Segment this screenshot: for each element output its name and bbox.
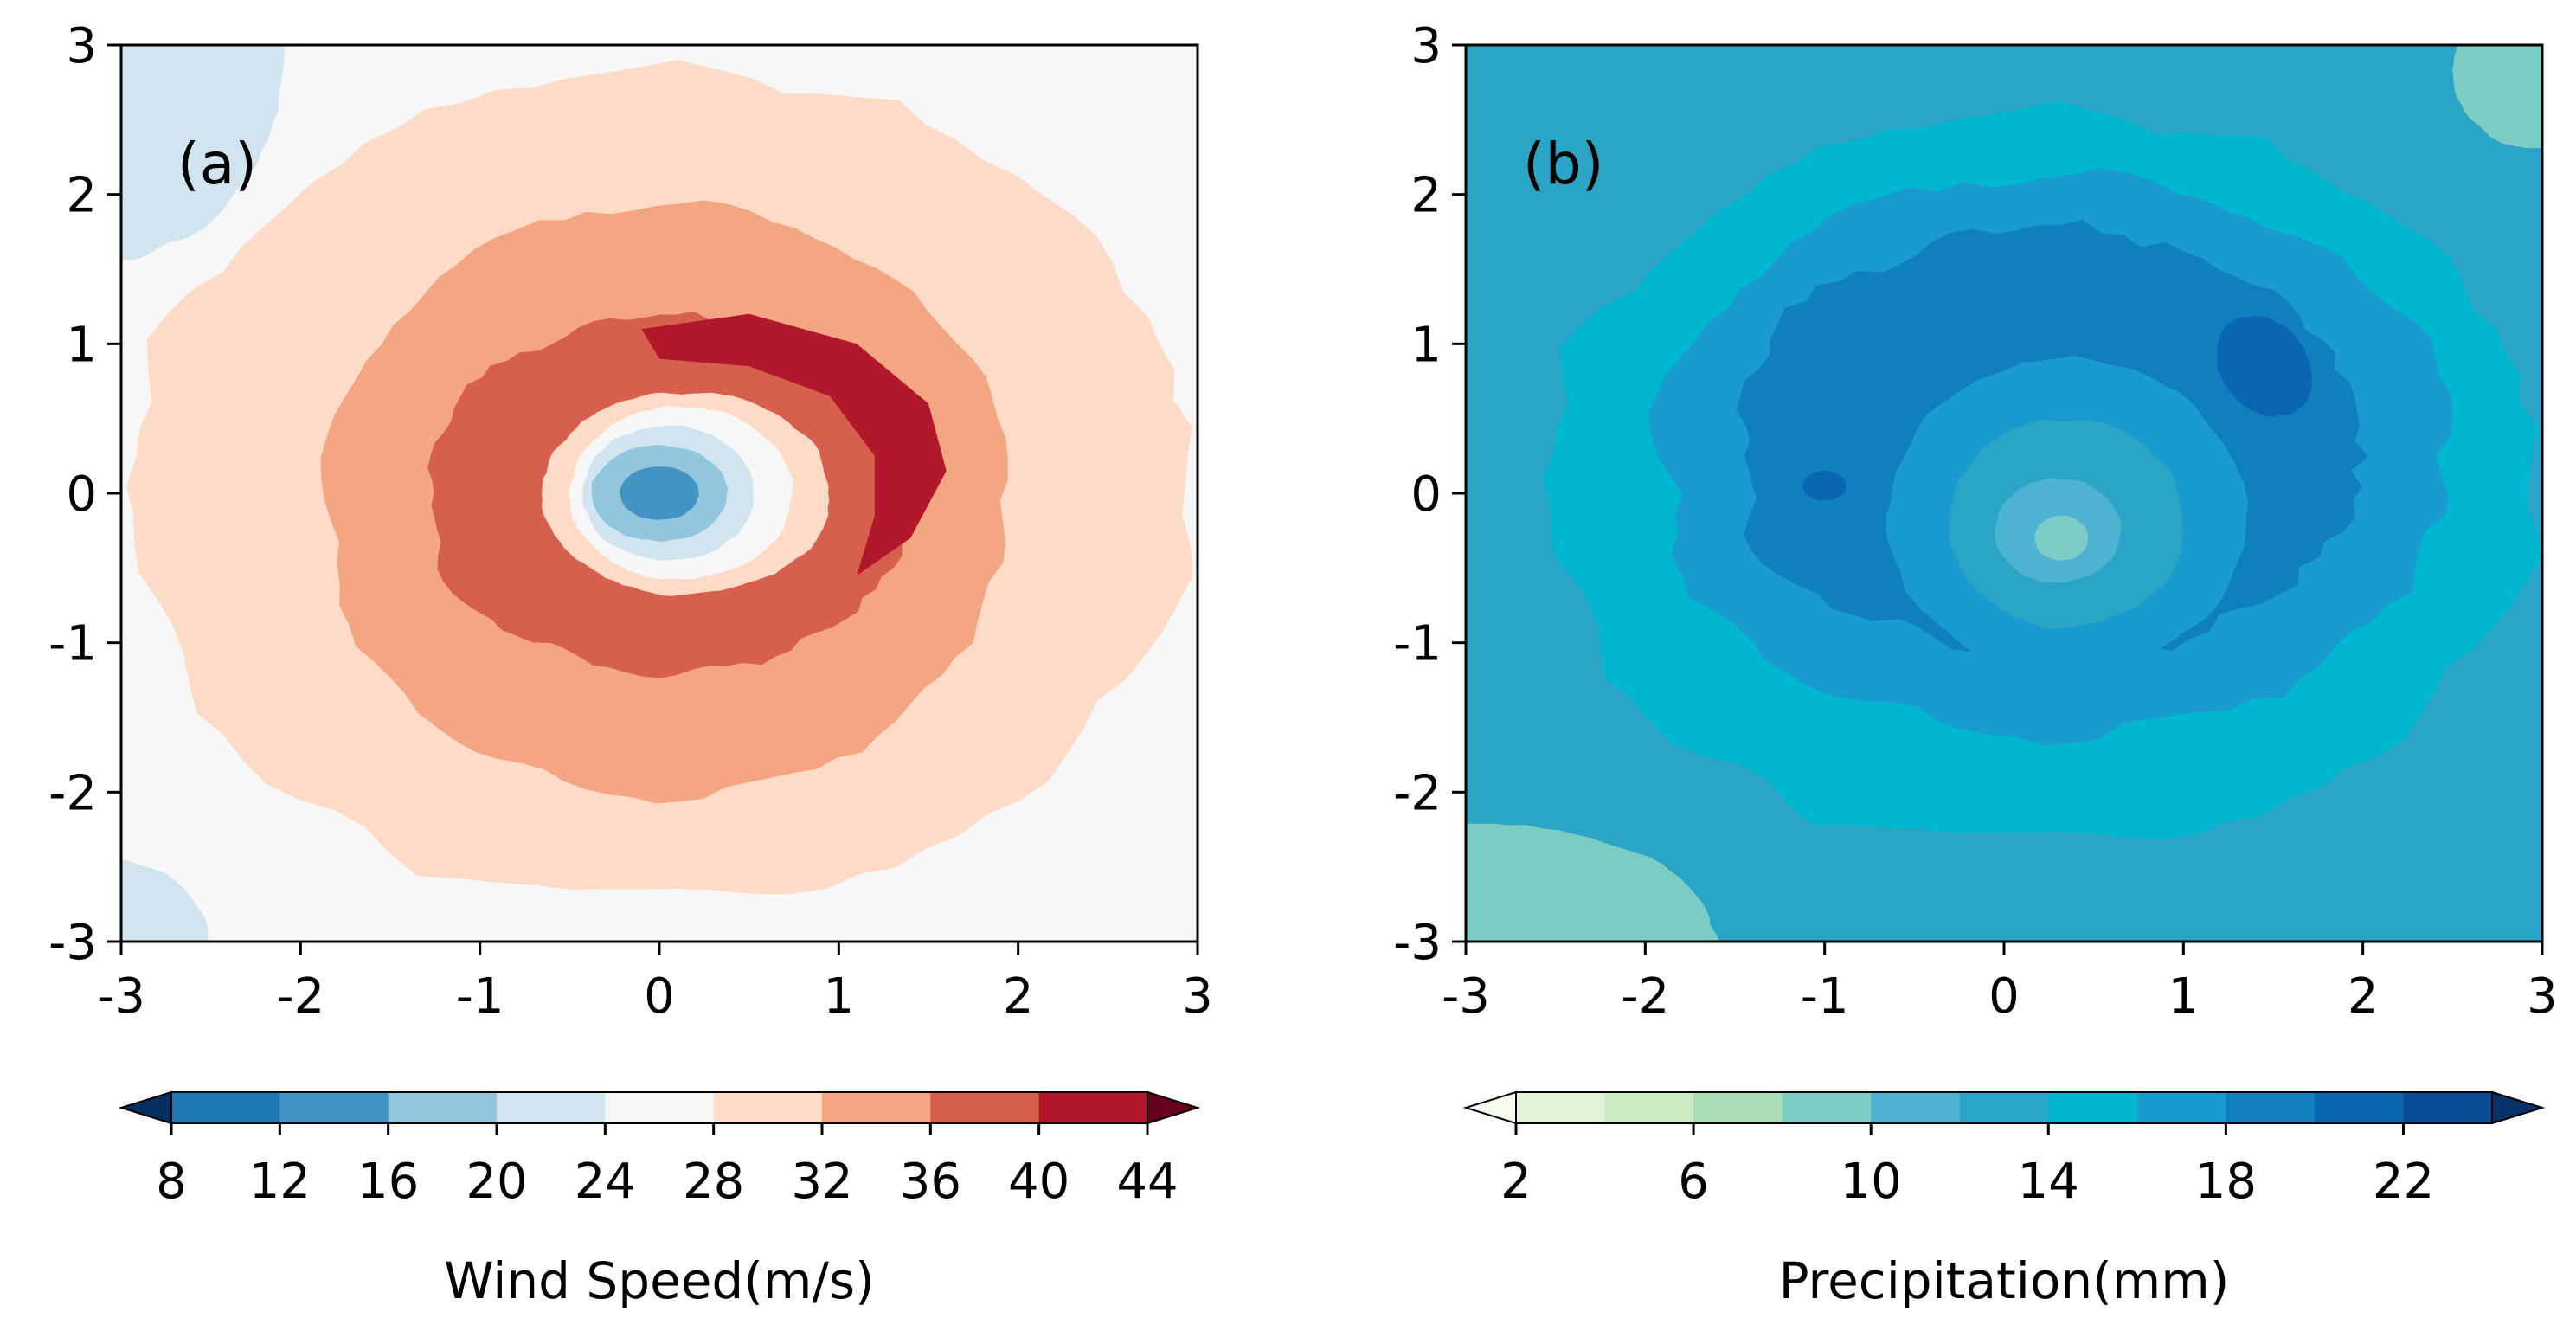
y-tick-label: 1 <box>1410 317 1442 373</box>
colorbar-extend-high <box>2491 1090 2546 1125</box>
x-tick-label: 2 <box>2348 968 2379 1025</box>
colorbar-segment <box>2136 1092 2226 1123</box>
colorbar-tick-label: 2 <box>1500 1154 1532 1210</box>
colorbar-segment <box>713 1092 823 1123</box>
y-tick-label: -3 <box>48 915 97 971</box>
y-tick-label: -3 <box>1393 915 1442 971</box>
colorbar-tick-label: 20 <box>466 1154 527 1210</box>
colorbar-tick-label: 16 <box>357 1154 419 1210</box>
panel-a-label: (a) <box>177 131 257 197</box>
colorbar-extend-low <box>118 1090 172 1125</box>
panel-b: -3 -2 -1 0 1 2 3 -3 -2 -1 0 1 2 3 (b) 2 6 10 14 18 22 Pre… <box>1393 18 2558 1310</box>
y-tick-label: 2 <box>66 168 97 224</box>
colorbar-segment <box>1959 1092 2049 1123</box>
colorbar-tick-label: 22 <box>2373 1154 2434 1210</box>
panel-a-y-axis: -3 -2 -1 0 1 2 3 <box>48 18 121 971</box>
y-tick-label: -2 <box>48 765 97 821</box>
colorbar-frame <box>1515 1091 2493 1124</box>
colorbar-segment <box>2403 1092 2493 1123</box>
colorbar-tick-label: 6 <box>1678 1154 1709 1210</box>
y-tick-label: 2 <box>1410 168 1442 224</box>
colorbar-segment <box>497 1092 606 1123</box>
contour-band <box>619 466 699 520</box>
colorbar-segment <box>279 1092 389 1123</box>
panel-b-y-axis: -3 -2 -1 0 1 2 3 <box>1393 18 1466 971</box>
y-tick-label: -1 <box>48 616 97 672</box>
colorbar-frame <box>170 1091 1148 1124</box>
corner-contour <box>121 45 285 260</box>
contour-band <box>1802 471 1847 501</box>
x-tick-label: -1 <box>456 968 504 1025</box>
colorbar-segment <box>1604 1092 1694 1123</box>
x-tick-label: -3 <box>1442 968 1490 1025</box>
colorbar-extend-low <box>1462 1090 1517 1125</box>
contour-band <box>2034 515 2089 561</box>
precipitation-colorbar-label: Precipitation(mm) <box>1779 1251 2230 1310</box>
colorbar-tick-label: 36 <box>900 1154 961 1210</box>
panel-a-x-axis: -3 -2 -1 0 1 2 3 <box>97 942 1213 1025</box>
colorbar-tick-label: 8 <box>156 1154 187 1210</box>
wind-speed-colorbar-label: Wind Speed(m/s) <box>444 1251 875 1310</box>
colorbar-segment <box>930 1092 1040 1123</box>
colorbar-extend-high <box>1147 1090 1201 1125</box>
colorbar-segment <box>2226 1092 2316 1123</box>
x-tick-label: 3 <box>2527 968 2558 1025</box>
colorbar-segment <box>1038 1092 1148 1123</box>
colorbar-tick-label: 10 <box>1840 1154 1902 1210</box>
x-tick-label: -3 <box>97 968 145 1025</box>
corner-contour <box>121 859 210 942</box>
contour-band <box>2217 316 2312 417</box>
colorbar-tick-label: 12 <box>249 1154 311 1210</box>
panel-b-x-axis: -3 -2 -1 0 1 2 3 <box>1442 942 2558 1025</box>
precipitation-field <box>1466 45 2542 942</box>
colorbar-segment <box>822 1092 931 1123</box>
contour-band <box>641 313 947 575</box>
wind-speed-colorbar: 8 12 16 20 24 28 32 36 40 44 <box>118 1090 1201 1210</box>
wind-speed-field <box>121 45 1198 942</box>
x-tick-label: 0 <box>644 968 675 1025</box>
y-tick-label: -1 <box>1393 616 1442 672</box>
colorbar-tick-label: 24 <box>575 1154 636 1210</box>
x-tick-label: 1 <box>824 968 855 1025</box>
panel-b-label: (b) <box>1523 131 1603 197</box>
colorbar-segment <box>388 1092 498 1123</box>
x-tick-label: 3 <box>1182 968 1213 1025</box>
colorbar-tick-label: 28 <box>683 1154 744 1210</box>
y-tick-label: 3 <box>66 18 97 74</box>
colorbar-tick-label: 44 <box>1116 1154 1178 1210</box>
colorbar-tick-label: 40 <box>1008 1154 1070 1210</box>
y-tick-label: 0 <box>66 466 97 523</box>
colorbar-segment <box>2048 1092 2138 1123</box>
precipitation-colorbar: 2 6 10 14 18 22 <box>1462 1090 2546 1210</box>
colorbar-segment <box>605 1092 715 1123</box>
colorbar-segment <box>1782 1092 1872 1123</box>
colorbar-tick-label: 14 <box>2018 1154 2079 1210</box>
y-tick-label: 1 <box>66 317 97 373</box>
x-tick-label: 0 <box>1988 968 2020 1025</box>
colorbar-segment <box>2314 1092 2404 1123</box>
corner-contour <box>2452 45 2542 149</box>
colorbar-tick-label: 18 <box>2195 1154 2257 1210</box>
y-tick-label: 0 <box>1410 466 1442 523</box>
x-tick-label: -1 <box>1801 968 1849 1025</box>
x-tick-label: 2 <box>1003 968 1034 1025</box>
colorbar-tick-label: 32 <box>791 1154 852 1210</box>
colorbar-segment <box>1871 1092 1961 1123</box>
y-tick-label: -2 <box>1393 765 1442 821</box>
y-tick-label: 3 <box>1410 18 1442 74</box>
colorbar-segment <box>1516 1092 1606 1123</box>
x-tick-label: -2 <box>1621 968 1669 1025</box>
x-tick-label: -2 <box>276 968 324 1025</box>
corner-contour <box>1466 823 1720 942</box>
colorbar-segment <box>1693 1092 1783 1123</box>
x-tick-label: 1 <box>2168 968 2200 1025</box>
colorbar-segment <box>171 1092 280 1123</box>
